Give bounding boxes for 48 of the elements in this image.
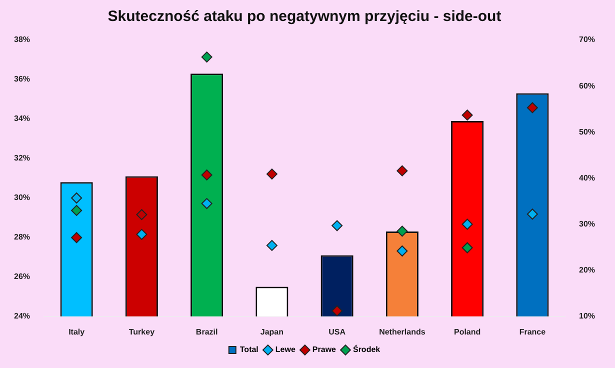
y2-tick-label: 50% (578, 127, 596, 136)
y2-tick-label: 30% (578, 219, 596, 228)
x-tick-label: Netherlands (379, 327, 426, 336)
point (201, 169, 212, 180)
legend-label: Środek (352, 344, 381, 354)
point (526, 208, 538, 220)
point (462, 218, 473, 230)
y2-tick-label: 40% (578, 173, 596, 182)
legend-label: Total (240, 345, 258, 354)
y2-tick-label: 70% (578, 35, 596, 44)
point (462, 242, 473, 254)
point (526, 102, 538, 114)
y-tick-label: 38% (14, 35, 30, 44)
point (396, 226, 408, 237)
point (136, 209, 148, 220)
y-tick-label: 28% (14, 232, 30, 242)
chart-title: Skuteczność ataku po negatywnym przyjęciu - side-out (108, 8, 502, 26)
point (332, 305, 343, 316)
x-tick-label: Japan (260, 327, 284, 336)
x-tick-label: USA (328, 327, 346, 336)
y2-tick-label: 10% (578, 312, 596, 321)
x-tick-label: Turkey (128, 327, 156, 336)
y-tick-label: 30% (14, 193, 30, 202)
x-tick-label: Brazil (196, 327, 218, 336)
legend-label: Prawe (312, 345, 337, 354)
x-tick-label: France (519, 327, 546, 336)
y-tick-label: 32% (14, 154, 30, 163)
y2-tick-label: 20% (578, 266, 596, 275)
point (396, 165, 408, 176)
point (201, 52, 212, 63)
point (71, 232, 82, 244)
point (462, 110, 473, 121)
point (136, 228, 148, 240)
y2-tick-label: 60% (578, 81, 596, 90)
y-tick-label: 24% (14, 312, 30, 321)
y-tick-label: 34% (14, 114, 30, 124)
x-tick-label: Italy (68, 327, 86, 336)
legend-label: Lewe (275, 345, 296, 354)
point (71, 192, 82, 204)
point (201, 198, 212, 210)
point (266, 240, 278, 251)
point (332, 220, 343, 232)
y-tick-label: 36% (14, 74, 30, 84)
x-tick-label: Poland (454, 327, 481, 336)
point (396, 245, 408, 256)
point (266, 168, 278, 180)
y-tick-label: 26% (14, 272, 30, 282)
point (71, 204, 82, 216)
